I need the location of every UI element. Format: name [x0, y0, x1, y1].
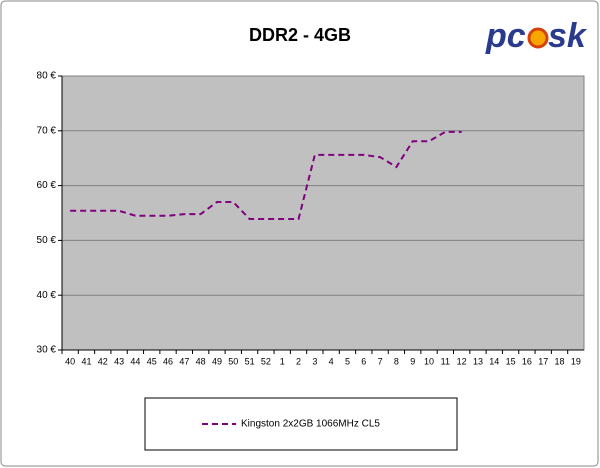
x-tick-label: 44 — [130, 356, 140, 366]
x-tick-label: 14 — [489, 356, 499, 366]
logo-left: pc — [485, 17, 526, 55]
x-tick-label: 43 — [114, 356, 124, 366]
y-tick-label: 60 € — [37, 180, 57, 191]
x-tick-label: 19 — [571, 356, 581, 366]
x-tick-label: 1 — [280, 356, 285, 366]
x-tick-label: 16 — [522, 356, 532, 366]
x-tick-label: 52 — [261, 356, 271, 366]
y-tick-label: 40 € — [37, 290, 57, 301]
plot-area — [61, 75, 585, 351]
x-tick-label: 46 — [163, 356, 173, 366]
x-tick-label: 9 — [410, 356, 415, 366]
x-tick-label: 7 — [378, 356, 383, 366]
x-tick-label: 6 — [361, 356, 366, 366]
x-tick-label: 45 — [147, 356, 157, 366]
x-tick-label: 49 — [212, 356, 222, 366]
x-tick-label: 11 — [441, 356, 450, 366]
x-tick-label: 4 — [329, 356, 334, 366]
chart-title: DDR2 - 4GB — [249, 25, 351, 45]
x-tick-label: 3 — [312, 356, 317, 366]
x-tick-label: 8 — [394, 356, 399, 366]
x-tick-label: 2 — [296, 356, 301, 366]
logo: pc sk — [485, 17, 588, 55]
x-tick-label: 48 — [196, 356, 206, 366]
y-tick-label: 30 € — [37, 345, 57, 356]
y-tick-label: 80 € — [37, 71, 57, 82]
x-tick-label: 15 — [506, 356, 516, 366]
x-tick-label: 40 — [65, 356, 75, 366]
line-series — [70, 130, 462, 221]
x-tick-label: 51 — [245, 356, 255, 366]
x-tick-label: 41 — [81, 356, 91, 366]
x-tick-label: 17 — [538, 356, 548, 366]
legend-label: Kingston 2x2GB 1066MHz CL5 — [241, 419, 380, 430]
x-tick-label: 10 — [424, 356, 434, 366]
x-tick-label: 50 — [228, 356, 238, 366]
y-tick-label: 50 € — [37, 235, 57, 246]
logo-flame — [527, 27, 549, 49]
x-tick-label: 18 — [555, 356, 565, 366]
x-tick-label: 42 — [98, 356, 108, 366]
x-tick-label: 12 — [457, 356, 467, 366]
x-tick-label: 13 — [473, 356, 483, 366]
x-tick-label: 5 — [345, 356, 350, 366]
x-tick-label: 47 — [179, 356, 189, 366]
legend-box — [144, 397, 458, 451]
y-tick-label: 70 € — [37, 125, 57, 136]
logo-right: sk — [548, 17, 588, 55]
